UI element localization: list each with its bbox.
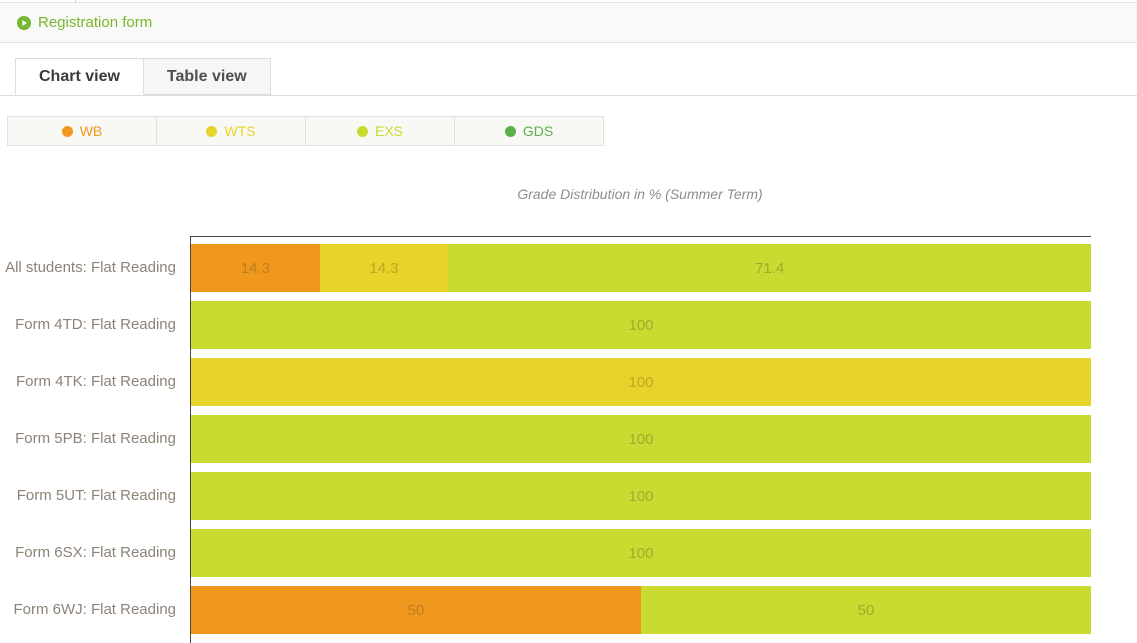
bar-value-label: 50 (407, 601, 425, 619)
chart-legend: WB WTS EXS GDS (7, 116, 604, 146)
tab-chart-view[interactable]: Chart view (15, 58, 144, 95)
legend-label: GDS (522, 123, 554, 139)
breadcrumb-bar: Registration form (0, 3, 1137, 43)
tab-table-view[interactable]: Table view (143, 58, 271, 95)
bar-value-label: 14.3 (240, 259, 270, 277)
top-divider (0, 2, 1137, 3)
legend-label: EXS (374, 123, 403, 139)
bar-row: 100 (191, 472, 1091, 520)
legend-dot-icon (504, 125, 516, 137)
bar-segment-exs[interactable]: 100 (191, 415, 1091, 463)
bar-value-label: 14.3 (369, 259, 399, 277)
category-label: All students: Flat Reading (5, 258, 176, 276)
chart-title: Grade Distribution in % (Summer Term) (517, 186, 763, 202)
bar-segment-exs[interactable]: 50 (641, 586, 1091, 634)
category-label: Form 5PB: Flat Reading (15, 429, 176, 447)
bar-value-label: 100 (628, 430, 654, 448)
bar-value-label: 50 (857, 601, 875, 619)
bar-value-label: 71.4 (755, 259, 785, 277)
legend-item-gds[interactable]: GDS (454, 116, 604, 146)
bar-row: 14.3 14.3 71.4 (191, 244, 1091, 292)
category-label: Form 4TK: Flat Reading (15, 372, 176, 390)
bar-segment-exs[interactable]: 71.4 (448, 244, 1091, 292)
bar-row: 100 (191, 529, 1091, 577)
bar-value-label: 100 (628, 373, 654, 391)
category-label: Form 5UT: Flat Reading (16, 486, 176, 504)
bar-segment-wb[interactable]: 14.3 (191, 244, 320, 292)
legend-dot-icon (61, 125, 73, 137)
registration-form-label: Registration form (38, 14, 153, 31)
bar-row: 100 (191, 415, 1091, 463)
legend-item-wb[interactable]: WB (7, 116, 157, 146)
category-label: Form 6SX: Flat Reading (15, 543, 176, 561)
legend-label: WTS (224, 123, 256, 139)
bar-row: 100 (191, 301, 1091, 349)
category-label: Form 6WJ: Flat Reading (13, 600, 176, 618)
bar-segment-exs[interactable]: 100 (191, 301, 1091, 349)
play-circle-icon (17, 15, 31, 30)
category-label: Form 4TD: Flat Reading (15, 315, 176, 333)
bar-row: 100 (191, 358, 1091, 406)
legend-label: WB (79, 123, 103, 139)
bar-segment-exs[interactable]: 100 (191, 529, 1091, 577)
legend-item-wts[interactable]: WTS (156, 116, 306, 146)
bar-value-label: 100 (628, 316, 654, 334)
bar-value-label: 100 (628, 544, 654, 562)
registration-form-link[interactable]: Registration form (17, 14, 152, 31)
bar-row: 50 50 (191, 586, 1091, 634)
bar-segment-wts[interactable]: 100 (191, 358, 1091, 406)
bar-value-label: 100 (628, 487, 654, 505)
legend-item-exs[interactable]: EXS (305, 116, 455, 146)
plot-area: 14.3 14.3 71.4 100 100 100 100 100 50 50 (190, 236, 1091, 643)
tab-bar: Chart view Table view (0, 58, 1137, 96)
bar-segment-wb[interactable]: 50 (191, 586, 641, 634)
legend-dot-icon (356, 125, 368, 137)
category-axis: All students: Flat Reading Form 4TD: Flat… (0, 236, 176, 642)
bar-segment-exs[interactable]: 100 (191, 472, 1091, 520)
bar-segment-wts[interactable]: 14.3 (319, 244, 449, 292)
legend-dot-icon (206, 125, 218, 137)
